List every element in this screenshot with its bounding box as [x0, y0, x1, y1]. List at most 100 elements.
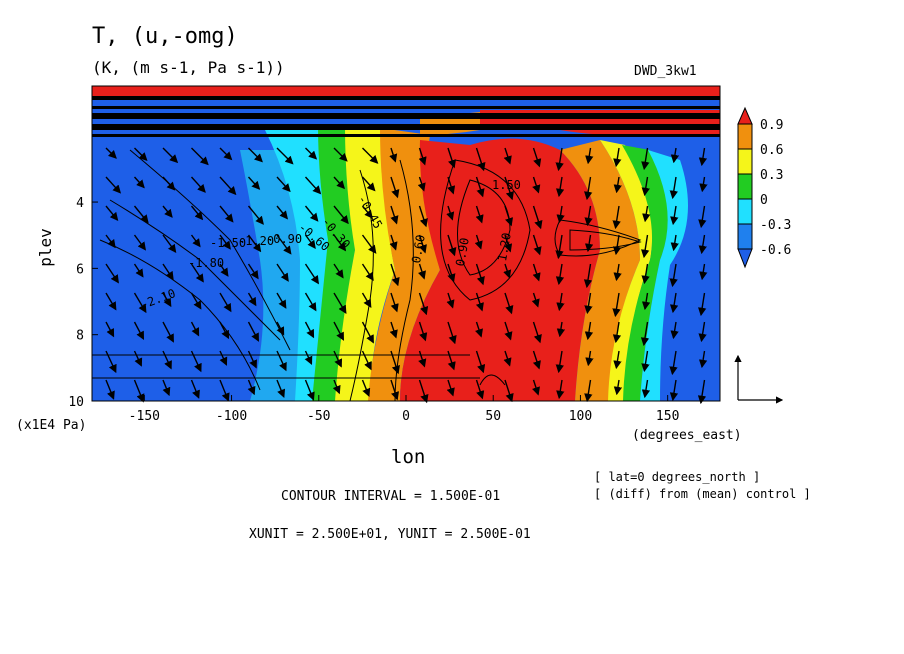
wind-vector	[191, 147, 209, 166]
wind-vector	[531, 292, 540, 308]
wind-vector	[418, 147, 427, 166]
wind-vector	[247, 379, 256, 396]
wind-vector	[162, 379, 171, 397]
wind-vector	[219, 234, 231, 250]
wind-vector	[446, 379, 455, 397]
colorbar-label: 0.6	[760, 143, 783, 158]
wind-vector	[247, 205, 264, 225]
chart-title: T, (u,-omg)	[92, 24, 238, 49]
wind-vector	[190, 321, 200, 337]
wind-vector	[248, 147, 263, 163]
wind-vector	[555, 147, 564, 172]
wind-vector	[669, 379, 679, 402]
wind-vector	[670, 321, 679, 340]
wind-vector	[105, 379, 115, 400]
x-tick-label: 50	[485, 409, 501, 424]
wind-vector	[305, 147, 318, 160]
x-axis-ticks: -150 -100 -50 0 50 100 150	[129, 395, 679, 424]
wind-vector	[276, 379, 286, 398]
wind-vector	[698, 234, 707, 255]
wind-vector	[669, 263, 678, 288]
x-tick-label: 0	[402, 409, 410, 424]
wind-vector	[503, 350, 512, 367]
colorbar-label: 0.9	[760, 118, 783, 133]
wind-vector	[555, 176, 565, 198]
wind-vector	[418, 205, 428, 228]
wind-vector	[332, 379, 341, 395]
y-tick-label: 6	[76, 262, 84, 277]
colorbar-label: -0.6	[760, 243, 791, 258]
wind-vector	[276, 205, 289, 220]
wind-vector	[447, 350, 456, 371]
colorbar-swatch	[737, 148, 753, 175]
wind-vector	[247, 292, 257, 307]
wind-vector	[304, 176, 322, 195]
colorbar-swatch	[737, 123, 753, 150]
wind-vector	[698, 292, 707, 317]
wind-vector	[699, 176, 708, 193]
wind-vector	[670, 205, 679, 226]
wind-vector	[190, 176, 206, 193]
wind-vector	[361, 234, 377, 254]
y-tick-label: 8	[76, 329, 84, 344]
wind-vector	[613, 263, 622, 282]
wind-vector	[446, 292, 455, 309]
wind-vector	[669, 176, 678, 200]
wind-vector	[612, 205, 621, 230]
wind-vector	[162, 147, 179, 164]
wind-vector	[389, 321, 398, 339]
diff-note: [ (diff) from (mean) control ]	[594, 487, 811, 501]
wind-vector	[532, 350, 541, 370]
wind-vector	[585, 350, 594, 367]
wind-vector	[304, 263, 319, 285]
wind-vector	[390, 292, 399, 313]
wind-vector	[417, 263, 426, 280]
wind-vector	[133, 321, 145, 341]
x-tick-label: -50	[307, 409, 330, 424]
wind-vector	[133, 234, 147, 251]
reference-vector	[734, 354, 784, 404]
wind-vector	[556, 292, 565, 312]
wind-vector	[134, 147, 148, 162]
wind-vector	[612, 234, 622, 256]
wind-vector	[418, 321, 428, 342]
wind-vector	[670, 147, 680, 164]
x-tick-label: 150	[656, 409, 679, 424]
colorbar-swatch	[737, 173, 753, 200]
wind-vector	[612, 292, 621, 318]
wind-vector	[276, 147, 294, 165]
x-axis-label: lon	[391, 446, 426, 468]
wind-vector	[389, 234, 398, 251]
wind-vectors	[105, 147, 708, 405]
y-axis-ticks: 4 6 8 10	[68, 196, 98, 410]
wind-vector	[698, 350, 708, 369]
wind-vector	[133, 205, 149, 224]
wind-vector	[304, 292, 317, 312]
wind-vector	[105, 234, 116, 249]
wind-vector	[276, 176, 291, 193]
wind-vector	[304, 350, 313, 365]
wind-vector	[475, 292, 484, 312]
wind-vector	[276, 263, 289, 282]
contour-label: -0.90	[266, 232, 303, 246]
chart-subtitle: (K, (m s-1, Pa s-1))	[92, 58, 285, 77]
wind-vector	[503, 263, 512, 279]
wind-vector	[556, 205, 565, 224]
wind-vector	[532, 321, 542, 344]
wind-vector	[584, 234, 594, 253]
wind-vector	[613, 147, 622, 168]
heatmap-field	[92, 86, 720, 402]
wind-vector	[219, 379, 230, 402]
wind-vector	[133, 292, 147, 314]
x-tick-label: 100	[569, 409, 592, 424]
wind-vector	[532, 176, 541, 194]
wind-vector	[162, 321, 174, 343]
wind-vector	[133, 350, 143, 367]
wind-vector	[190, 350, 202, 373]
wind-vector	[504, 292, 514, 315]
lat-note: [ lat=0 degrees_north ]	[594, 470, 761, 484]
wind-vector	[531, 379, 540, 396]
wind-vector	[219, 176, 237, 196]
wind-vector	[555, 234, 564, 260]
wind-vector	[640, 321, 650, 347]
